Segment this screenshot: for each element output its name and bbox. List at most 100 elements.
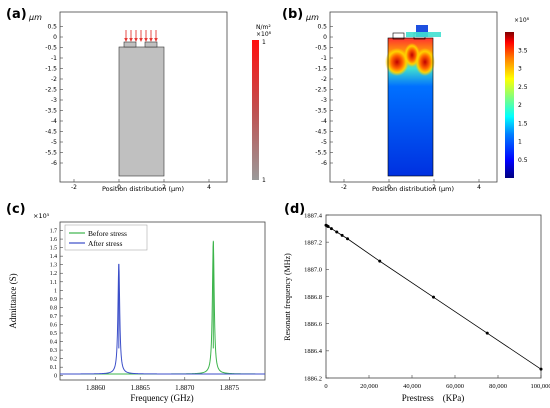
colorbar-tick-label: 2.5 <box>518 84 528 91</box>
x-tick-label: -2 <box>341 184 347 191</box>
panel-b-colorbar <box>505 32 514 178</box>
data-point <box>485 331 489 335</box>
y-tick-label: 0 <box>54 374 57 380</box>
y-tick-label: 1.5 <box>50 246 57 252</box>
panel-c-series <box>59 240 265 375</box>
y-tick-label: 1886.6 <box>304 321 323 328</box>
panel-b-y-ticks: 0.5 0 -0.5 -1 -1.5 -2 -2.5 -3 -3.5 -4 -4.5 -5 -5.5 -6 <box>315 24 333 167</box>
y-tick-label: 1.7 <box>50 229 57 235</box>
x-tick-label: 60,000 <box>446 383 464 390</box>
y-tick-label: -5.5 <box>45 150 57 157</box>
data-point <box>346 237 349 241</box>
panel-a-y-ticks: 0.5 0 -0.5 -1 -1.5 -2 -2.5 -3 -3.5 -4 -4.5 -5 -5.5 -6 <box>45 24 63 167</box>
panel-b-xlabel: Position distribution (µm) <box>372 185 454 193</box>
y-tick-label: 0.6 <box>50 322 57 328</box>
data-point <box>340 233 344 237</box>
legend-label-after: After stress <box>88 239 122 248</box>
y-tick-label: 0.7 <box>50 314 57 320</box>
panel-a-colorbar <box>252 40 259 180</box>
device-body <box>118 46 165 177</box>
legend-label-before: Before stress <box>88 229 127 238</box>
y-tick-label: -1.5 <box>45 66 57 73</box>
data-point <box>432 295 435 299</box>
series-line-after-stress <box>59 264 265 375</box>
panel-a-colorbar-exp: ×10⁸ <box>256 31 272 38</box>
electrode-right <box>144 41 158 48</box>
x-tick-label: 1.8860 <box>86 384 106 392</box>
y-tick-label: -3.5 <box>45 108 57 115</box>
panel-a-plot-area <box>59 11 228 183</box>
y-tick-label: 0.5 <box>50 331 57 337</box>
panel-a-xlabel: Position distribution (µm) <box>102 185 184 193</box>
x-tick-label: 40,000 <box>403 383 421 390</box>
y-tick-label: 1 <box>54 288 57 294</box>
y-tick-label: -2.5 <box>45 87 57 94</box>
panel-d-series <box>324 223 543 371</box>
panel-a-x-ticks: -2 0 2 4 <box>71 179 211 191</box>
y-tick-label: -2.5 <box>315 87 327 94</box>
x-tick-label: 100,000 <box>530 383 550 390</box>
y-tick-label: 1.1 <box>50 280 57 286</box>
panel-c-xlabel: Frequency (GHz) <box>130 393 193 403</box>
y-tick-label: 1887.4 <box>304 212 323 219</box>
panel-c-y-exponent: ×10⁵ <box>33 212 50 220</box>
stress-arrowhead <box>139 38 143 42</box>
stress-arrowhead <box>144 38 148 42</box>
panel-b-plot-area <box>329 11 498 183</box>
y-tick-label: -4 <box>51 118 57 125</box>
y-tick-label: 1886.2 <box>304 375 322 382</box>
series-line-before-stress <box>60 242 265 375</box>
panel-a-colorbar-min: 1 <box>262 177 266 184</box>
y-tick-label: -0.5 <box>45 45 57 52</box>
y-tick-label: 0.9 <box>50 297 57 303</box>
panel-b-colorbar-exp: ×10⁸ <box>514 17 530 24</box>
y-tick-label: 1.3 <box>50 263 57 269</box>
x-tick-label: 1.8870 <box>175 384 195 392</box>
colorbar-tick-label: 1 <box>518 139 522 146</box>
legend-box <box>64 224 148 251</box>
y-tick-label: 0 <box>323 34 327 41</box>
electrode-glow <box>406 32 441 37</box>
stress-arrowhead <box>124 38 128 42</box>
x-tick-label: 2 <box>432 184 436 191</box>
y-tick-label: 1886.8 <box>304 294 322 301</box>
y-tick-label: 1887.0 <box>304 267 322 274</box>
y-tick-label: 0.5 <box>317 24 327 31</box>
x-tick-label: 2 <box>162 184 166 191</box>
colorbar-tick-label: 0.5 <box>518 157 528 164</box>
electrode-left <box>123 41 137 48</box>
hotspot-left <box>385 48 409 76</box>
panel-a-label: (a) <box>6 7 27 22</box>
x-tick-label: 1.8875 <box>220 384 240 392</box>
y-tick-label: 0.5 <box>47 24 57 31</box>
x-tick-label: 20,000 <box>360 383 378 390</box>
y-tick-label: -4.5 <box>45 129 57 136</box>
panel-c-ylabel: Admittance (S) <box>8 273 18 328</box>
x-tick-label: 4 <box>207 184 211 191</box>
panel-c-plot-area <box>59 221 266 381</box>
panel-b: (b) µm 0.5 0 -0.5 -1 -1.5 -2 -2.5 -3 -3.5 -4 -4.5 -… <box>282 7 530 193</box>
panel-a-colorbar-max: 1 <box>262 39 266 46</box>
y-tick-label: 1.2 <box>50 271 57 277</box>
data-point <box>329 227 333 231</box>
panel-b-colorbar-ticks: 3.5 3 2.5 2 1.5 1 0.5 <box>518 47 528 164</box>
y-tick-label: -5 <box>321 139 327 146</box>
y-tick-label: -3 <box>51 97 57 104</box>
x-tick-label: 80,000 <box>489 383 507 390</box>
y-tick-label: -6 <box>321 160 327 167</box>
panel-d-xlabel: Prestress (KPa) <box>402 393 465 403</box>
colorbar-tick-label: 1.5 <box>518 120 528 127</box>
y-tick-label: -3.5 <box>315 108 327 115</box>
panel-d: (d) 1887.4 1887.2 1887.0 1886.8 1886.6 1886.4… <box>283 202 550 403</box>
stress-arrowhead <box>149 38 153 42</box>
y-tick-label: -5.5 <box>315 150 327 157</box>
data-point <box>378 259 382 263</box>
stress-arrowhead <box>129 38 133 42</box>
y-tick-label: 1.6 <box>50 237 57 243</box>
y-tick-label: 0.4 <box>50 340 57 346</box>
panel-a-unit: µm <box>28 13 42 22</box>
panel-d-label: (d) <box>284 202 305 217</box>
stress-arrowhead <box>134 38 138 42</box>
x-tick-label: 0 <box>117 184 121 191</box>
